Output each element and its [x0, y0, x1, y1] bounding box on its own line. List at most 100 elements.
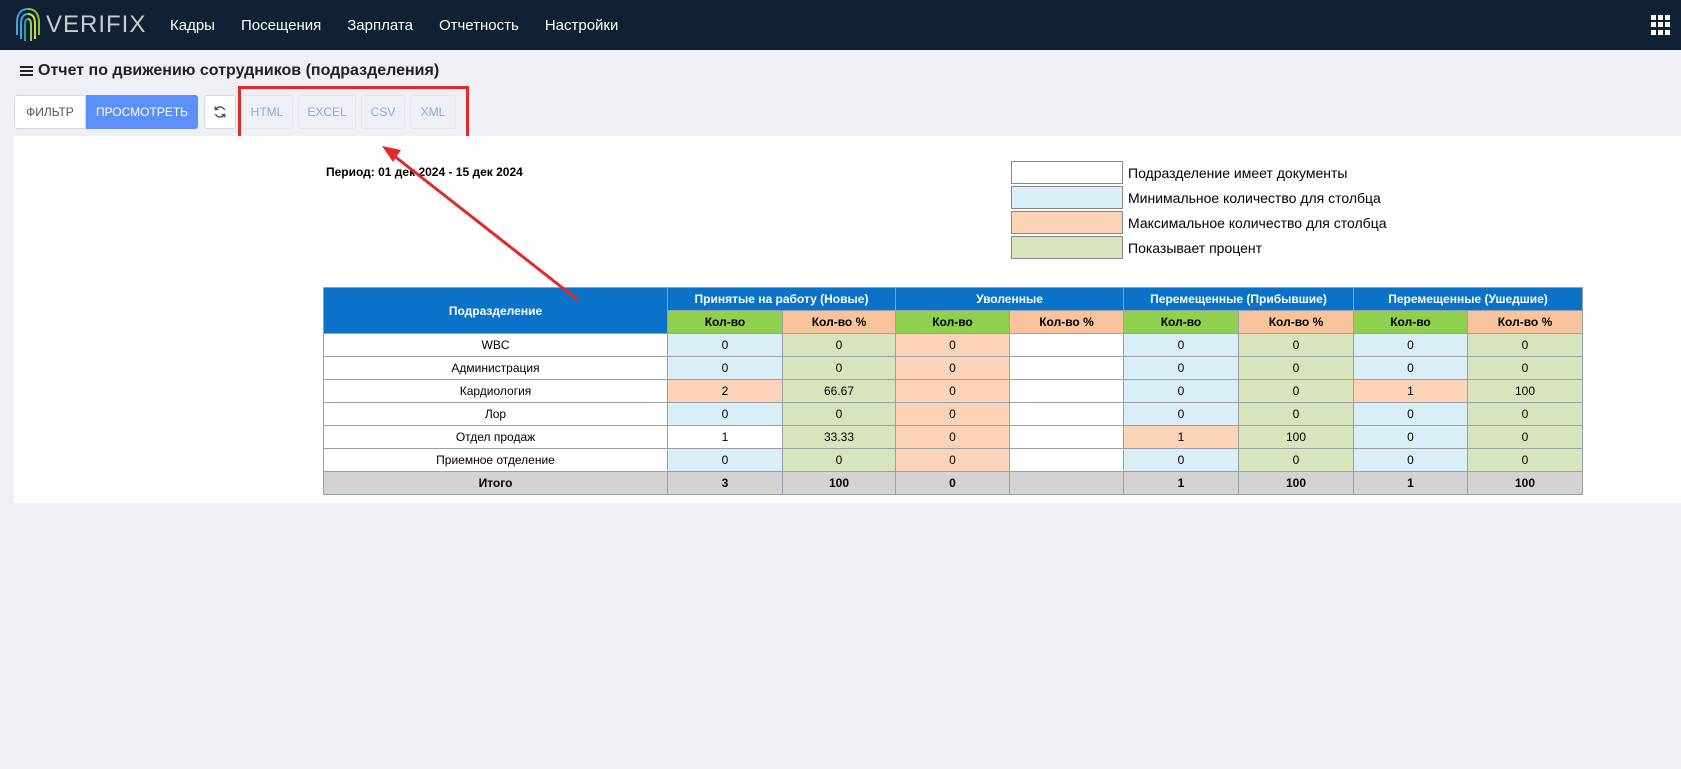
table-cell: 0	[895, 379, 1010, 403]
table-cell: 0	[1467, 333, 1583, 357]
column-group-dismissed: Уволенные	[895, 287, 1124, 311]
page-title: Отчет по движению сотрудников (подраздел…	[20, 62, 439, 80]
table-cell: 0	[895, 448, 1010, 472]
column-group-transferred-in: Перемещенные (Прибывшие)	[1123, 287, 1354, 311]
report-table-body: WBC 0 0 0 0 0 0 0 Администрация 0 0 0 0 0 0 0 Кардиологи…	[323, 333, 1583, 495]
total-cell	[1009, 471, 1124, 495]
legend-item: Максимальное количество для столбца	[1011, 210, 1387, 235]
table-cell: 0	[782, 356, 896, 380]
department-name-cell: Администрация	[323, 356, 668, 380]
table-row: Администрация 0 0 0 0 0 0 0	[323, 356, 1583, 380]
export-xml-button[interactable]: XML	[410, 95, 456, 129]
department-name-cell: Отдел продаж	[323, 425, 668, 449]
export-csv-button[interactable]: CSV	[361, 95, 405, 129]
table-row: Приемное отделение 0 0 0 0 0 0 0	[323, 448, 1583, 472]
main-nav: Кадры Посещения Зарплата Отчетность Наст…	[170, 0, 644, 50]
total-cell: 100	[782, 471, 896, 495]
legend-item: Показывает процент	[1011, 235, 1387, 260]
table-cell: 0	[1353, 425, 1468, 449]
table-cell: 0	[895, 356, 1010, 380]
table-cell: 0	[782, 333, 896, 357]
table-cell	[1009, 425, 1124, 449]
filter-button[interactable]: ФИЛЬТР	[14, 95, 86, 129]
department-name-cell: Лор	[323, 402, 668, 426]
department-name-cell: WBC	[323, 333, 668, 357]
export-html-button[interactable]: HTML	[241, 95, 293, 129]
total-cell: 1	[1123, 471, 1239, 495]
table-cell: 1	[667, 425, 783, 449]
table-cell	[1009, 356, 1124, 380]
table-cell: 0	[1123, 356, 1239, 380]
legend-swatch-white	[1011, 161, 1123, 184]
total-cell: 0	[895, 471, 1010, 495]
legend-swatch-green	[1011, 236, 1123, 259]
department-name-cell: Кардиология	[323, 379, 668, 403]
refresh-icon	[214, 106, 226, 118]
total-label: Итого	[323, 471, 668, 495]
total-cell: 1	[1353, 471, 1468, 495]
table-cell: 0	[1238, 402, 1354, 426]
department-name-cell: Приемное отделение	[323, 448, 668, 472]
table-cell	[1009, 448, 1124, 472]
legend-label: Подразделение имеет документы	[1128, 164, 1348, 181]
subheader-percent: Кол-во %	[782, 310, 896, 334]
table-cell: 0	[1123, 379, 1239, 403]
table-cell: 0	[1238, 356, 1354, 380]
refresh-button[interactable]	[204, 95, 236, 129]
table-cell: 0	[895, 425, 1010, 449]
table-cell: 0	[1123, 333, 1239, 357]
legend-item: Подразделение имеет документы	[1011, 160, 1387, 185]
table-cell: 100	[1238, 425, 1354, 449]
table-cell: 0	[667, 402, 783, 426]
nav-item-reports[interactable]: Отчетность	[438, 16, 519, 34]
table-cell: 2	[667, 379, 783, 403]
legend-label: Показывает процент	[1128, 239, 1263, 256]
top-navbar: VERIFIX Кадры Посещения Зарплата Отчетно…	[0, 0, 1681, 50]
table-row: Лор 0 0 0 0 0 0 0	[323, 402, 1583, 426]
nav-item-settings[interactable]: Настройки	[544, 16, 619, 34]
table-cell: 0	[1467, 425, 1583, 449]
table-cell: 0	[1123, 448, 1239, 472]
table-cell: 0	[1353, 448, 1468, 472]
total-cell: 100	[1238, 471, 1354, 495]
table-row: WBC 0 0 0 0 0 0 0	[323, 333, 1583, 357]
view-button[interactable]: ПРОСМОТРЕТЬ	[86, 95, 198, 129]
table-cell: 0	[667, 448, 783, 472]
grid-icon[interactable]	[1651, 15, 1671, 35]
legend-item: Минимальное количество для столбца	[1011, 185, 1387, 210]
column-group-hired: Принятые на работу (Новые)	[667, 287, 896, 311]
table-cell: 0	[1467, 402, 1583, 426]
column-group-transferred-out: Перемещенные (Ушедшие)	[1353, 287, 1583, 311]
subheader-count: Кол-во	[895, 310, 1010, 334]
highlight-box	[238, 86, 469, 140]
legend-label: Минимальное количество для столбца	[1128, 189, 1381, 206]
table-row: Кардиология 2 66.67 0 0 0 1 100	[323, 379, 1583, 403]
hamburger-icon[interactable]	[20, 64, 33, 78]
table-cell: 0	[895, 333, 1010, 357]
nav-item-attendance[interactable]: Посещения	[240, 16, 322, 34]
table-cell: 0	[782, 448, 896, 472]
nav-item-salary[interactable]: Зарплата	[347, 16, 413, 34]
table-cell: 66.67	[782, 379, 896, 403]
subheader-count: Кол-во	[667, 310, 783, 334]
nav-item-kadry[interactable]: Кадры	[170, 16, 215, 34]
table-cell: 0	[667, 356, 783, 380]
subheader-percent: Кол-во %	[1009, 310, 1124, 334]
table-cell: 0	[782, 402, 896, 426]
table-cell: 0	[895, 402, 1010, 426]
table-cell: 0	[1238, 379, 1354, 403]
table-cell: 1	[1353, 379, 1468, 403]
legend-swatch-blue	[1011, 186, 1123, 209]
legend-swatch-orange	[1011, 211, 1123, 234]
verifix-logo[interactable]: VERIFIX	[14, 5, 146, 45]
subheader-count: Кол-во	[1353, 310, 1468, 334]
table-cell: 0	[1353, 356, 1468, 380]
table-cell: 0	[1353, 402, 1468, 426]
table-cell	[1009, 379, 1124, 403]
table-cell: 100	[1467, 379, 1583, 403]
page-title-text: Отчет по движению сотрудников (подраздел…	[38, 62, 440, 79]
subheader-percent: Кол-во %	[1238, 310, 1354, 334]
export-excel-button[interactable]: EXCEL	[298, 95, 356, 129]
total-cell: 3	[667, 471, 783, 495]
table-cell: 0	[1467, 448, 1583, 472]
